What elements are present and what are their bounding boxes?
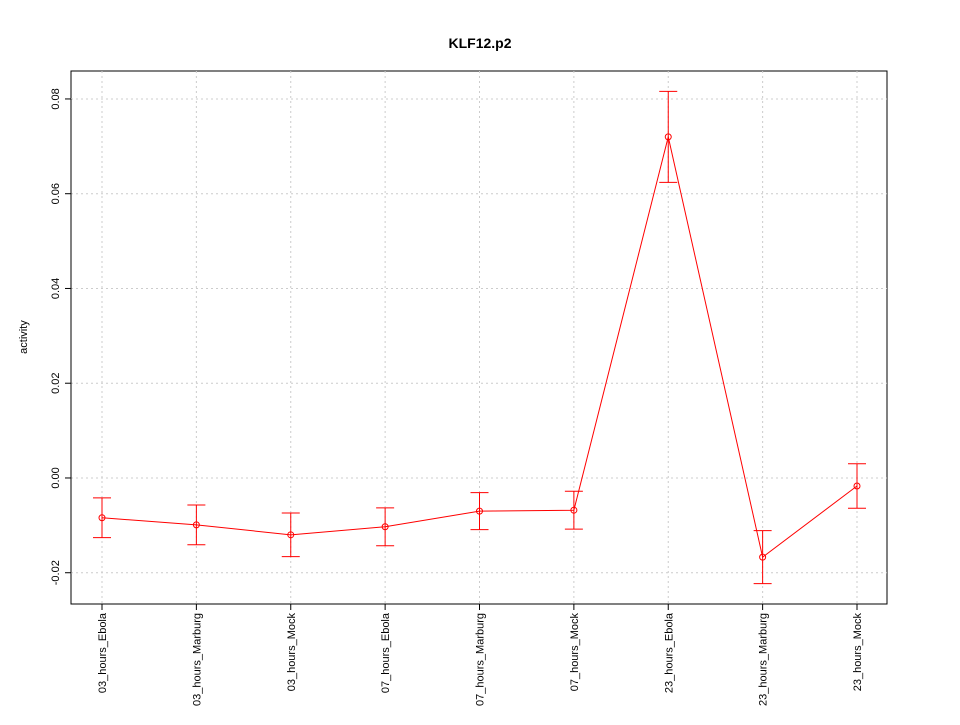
error-bar — [564, 490, 583, 530]
data-point — [287, 531, 295, 539]
x-tick-label: 03_hours_Ebola — [97, 612, 109, 693]
x-tick-label: 07_hours_Ebola — [380, 612, 392, 693]
error-bar — [470, 492, 489, 531]
x-tick-label: 23_hours_Marburg — [758, 613, 770, 706]
y-tick-label: 0.08 — [50, 88, 62, 109]
x-tick-label: 03_hours_Marburg — [191, 613, 203, 706]
x-tick-label: 07_hours_Mock — [569, 613, 581, 692]
error-bar — [376, 507, 395, 547]
chart-title: KLF12.p2 — [448, 35, 511, 51]
error-bar — [659, 90, 678, 183]
data-point — [476, 507, 483, 515]
x-tick-label: 23_hours_Ebola — [663, 612, 675, 693]
error-bar — [848, 463, 866, 509]
y-tick-label: 0.00 — [50, 467, 62, 488]
data-point — [664, 133, 672, 141]
x-tick-label: 23_hours_Mock — [852, 613, 864, 692]
error-bar — [281, 512, 300, 558]
data-point — [853, 482, 861, 490]
data-point — [570, 506, 578, 514]
data-point — [759, 553, 767, 561]
y-tick-label: 0.02 — [50, 373, 62, 394]
error-bar — [187, 504, 206, 546]
error-bar — [93, 497, 111, 539]
data-point — [98, 514, 106, 522]
y-axis-label: activity — [18, 320, 30, 354]
data-point — [381, 523, 389, 531]
y-tick-label: 0.06 — [50, 183, 62, 204]
data-point — [192, 521, 200, 529]
x-tick-label: 03_hours_Mock — [286, 613, 298, 692]
y-tick-label: 0.04 — [50, 278, 62, 299]
error-bar — [753, 530, 772, 585]
y-tick-label: -0.02 — [50, 560, 62, 585]
x-tick-label: 07_hours_Marburg — [475, 613, 487, 706]
